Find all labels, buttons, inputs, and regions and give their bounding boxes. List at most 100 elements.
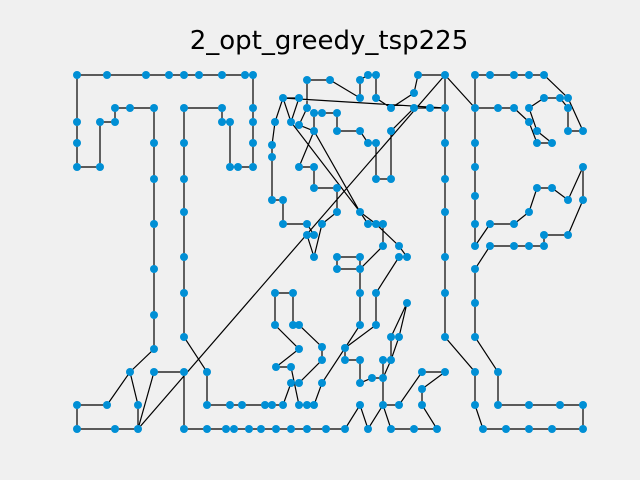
city-point [564, 94, 572, 102]
city-point [379, 374, 387, 382]
city-point [150, 265, 158, 273]
city-point [441, 368, 449, 376]
city-point [150, 345, 158, 353]
city-point [257, 425, 265, 433]
city-point [226, 401, 234, 409]
city-point [295, 163, 303, 171]
tour-path-segment [129, 73, 584, 431]
city-point [326, 76, 334, 84]
city-point [379, 242, 387, 250]
city-point [364, 139, 372, 147]
city-point [471, 163, 479, 171]
city-point [403, 253, 411, 261]
city-point [540, 231, 548, 239]
city-point [525, 104, 533, 112]
city-point [368, 374, 376, 382]
city-point [234, 163, 242, 171]
city-point [150, 175, 158, 183]
city-point [379, 356, 387, 364]
city-point [471, 299, 479, 307]
city-point [579, 163, 587, 171]
city-point [579, 401, 587, 409]
city-point [96, 118, 104, 126]
city-point [372, 321, 380, 329]
city-point [556, 94, 564, 102]
city-point [318, 356, 326, 364]
city-point [180, 253, 188, 261]
city-point [271, 321, 279, 329]
city-point [180, 425, 188, 433]
city-point [295, 121, 303, 129]
city-point [356, 94, 364, 102]
city-point [410, 104, 418, 112]
city-point [356, 401, 364, 409]
city-point [287, 118, 295, 126]
city-point [395, 333, 403, 341]
city-point [126, 104, 134, 112]
city-point [279, 94, 287, 102]
city-points-group [73, 71, 587, 433]
city-point [441, 289, 449, 297]
city-point [510, 242, 518, 250]
city-point [289, 289, 297, 297]
city-point [245, 425, 253, 433]
city-point [249, 163, 257, 171]
city-point [238, 401, 246, 409]
chart-title: 2_opt_greedy_tsp225 [190, 26, 469, 56]
city-point [356, 379, 364, 387]
city-point [564, 196, 572, 204]
city-point [333, 127, 341, 135]
city-point [268, 153, 276, 161]
city-point [303, 104, 311, 112]
city-point [502, 425, 510, 433]
city-point [395, 401, 403, 409]
city-point [226, 163, 234, 171]
city-point [540, 71, 548, 79]
city-point [249, 71, 257, 79]
city-point [279, 196, 287, 204]
city-point [241, 71, 249, 79]
city-point [364, 220, 372, 228]
city-point [556, 401, 564, 409]
city-point [471, 71, 479, 79]
city-point [318, 109, 326, 117]
city-point [180, 175, 188, 183]
city-point [287, 363, 295, 371]
city-point [471, 192, 479, 200]
city-point [165, 71, 173, 79]
city-point [533, 184, 541, 192]
city-point [333, 208, 341, 216]
city-point [564, 127, 572, 135]
city-point [322, 425, 330, 433]
city-point [579, 196, 587, 204]
city-point [533, 139, 541, 147]
city-point [540, 94, 548, 102]
city-point [279, 220, 287, 228]
city-point [103, 401, 111, 409]
city-point [249, 118, 257, 126]
city-point [310, 231, 318, 239]
city-point [510, 71, 518, 79]
city-point [372, 139, 380, 147]
city-point [333, 184, 341, 192]
city-point [180, 71, 188, 79]
city-point [533, 127, 541, 135]
city-point [471, 139, 479, 147]
city-point [441, 175, 449, 183]
city-point [111, 425, 119, 433]
city-point [218, 71, 226, 79]
city-point [203, 368, 211, 376]
city-point [387, 333, 395, 341]
city-point [310, 184, 318, 192]
city-point [303, 76, 311, 84]
city-point [142, 71, 150, 79]
city-point [479, 425, 487, 433]
city-point [441, 104, 449, 112]
city-point [111, 104, 119, 112]
city-point [318, 220, 326, 228]
city-point [268, 196, 276, 204]
city-point [471, 220, 479, 228]
city-point [150, 220, 158, 228]
city-point [387, 104, 395, 112]
